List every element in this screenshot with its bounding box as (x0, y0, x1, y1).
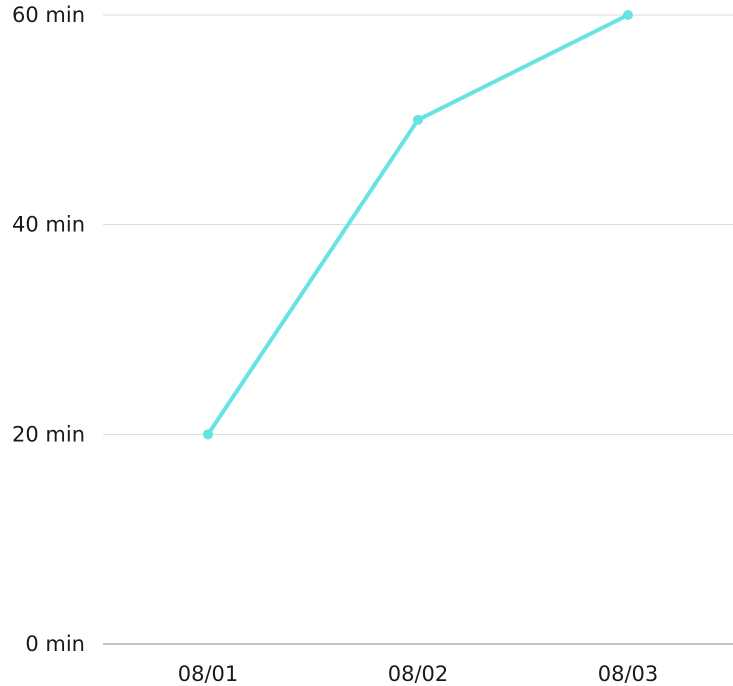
x-tick-label: 08/02 (388, 662, 449, 686)
data-point[interactable] (623, 10, 633, 20)
y-axis-tick-labels: 0 min 20 min 40 min 60 min (12, 3, 85, 656)
x-tick-label: 08/01 (178, 662, 239, 686)
series-layer (203, 10, 633, 440)
y-tick-label: 0 min (25, 632, 85, 656)
gridlines (103, 14, 733, 645)
x-tick-label: 08/03 (598, 662, 659, 686)
x-axis-tick-labels: 08/01 08/02 08/03 (178, 662, 659, 686)
y-tick-label: 40 min (12, 213, 85, 237)
y-tick-label: 20 min (12, 422, 85, 446)
y-tick-label: 60 min (12, 3, 85, 27)
data-point[interactable] (413, 114, 423, 125)
data-point[interactable] (203, 429, 213, 440)
